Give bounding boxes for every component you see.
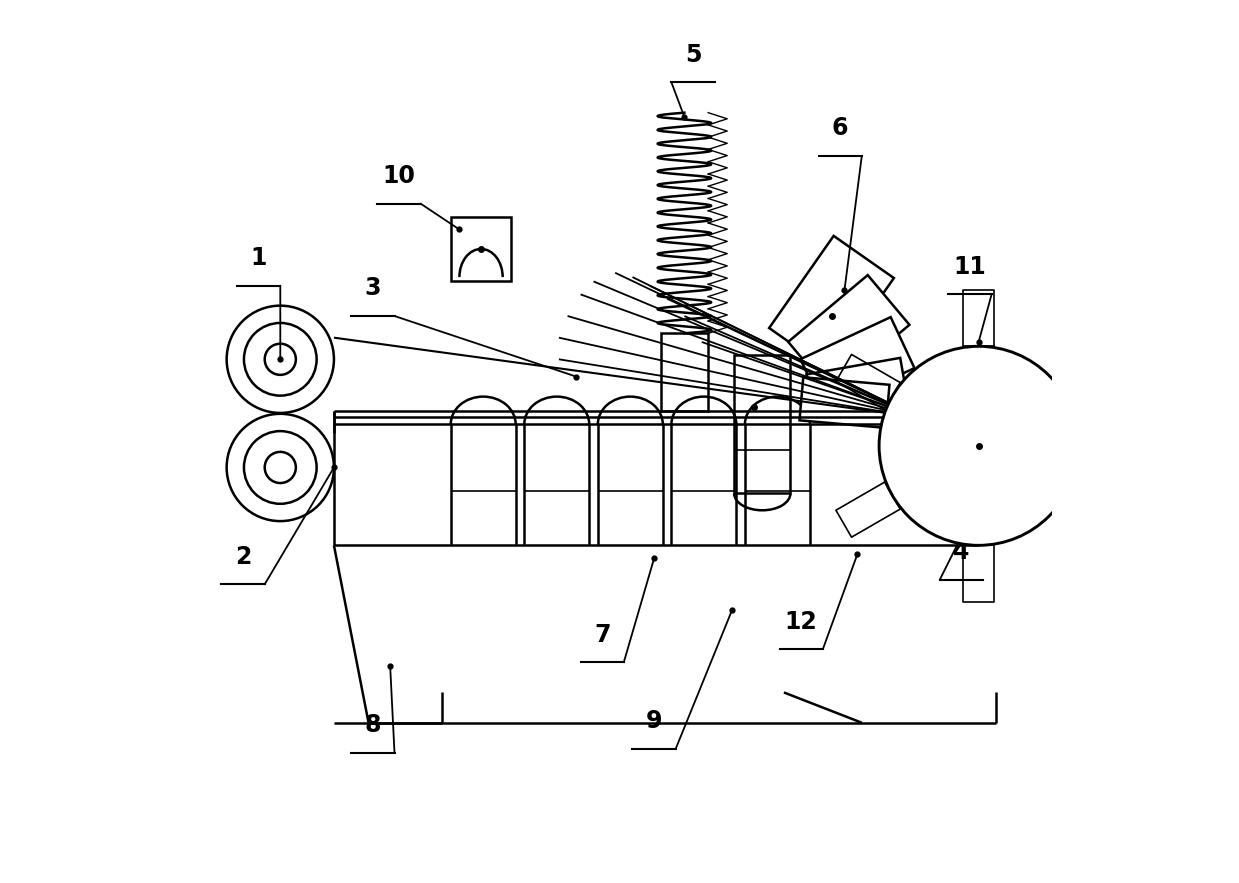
Bar <box>807 358 908 421</box>
Text: 12: 12 <box>784 609 818 634</box>
Text: 10: 10 <box>383 164 415 188</box>
Text: 6: 6 <box>831 117 849 140</box>
Bar <box>799 377 890 428</box>
Text: 9: 9 <box>646 709 663 733</box>
Text: 4: 4 <box>953 540 969 564</box>
Bar <box>451 216 512 282</box>
Bar <box>769 236 893 370</box>
Bar <box>735 355 790 494</box>
Text: 11: 11 <box>954 255 986 279</box>
Bar <box>788 275 909 391</box>
Text: 8: 8 <box>364 713 382 737</box>
Text: 2: 2 <box>235 545 252 569</box>
Text: 3: 3 <box>364 276 382 300</box>
Text: 1: 1 <box>250 246 266 270</box>
Text: 7: 7 <box>593 623 611 646</box>
Bar <box>800 317 914 410</box>
Bar <box>660 334 709 411</box>
Circle shape <box>880 346 1078 546</box>
Text: 5: 5 <box>685 42 701 67</box>
